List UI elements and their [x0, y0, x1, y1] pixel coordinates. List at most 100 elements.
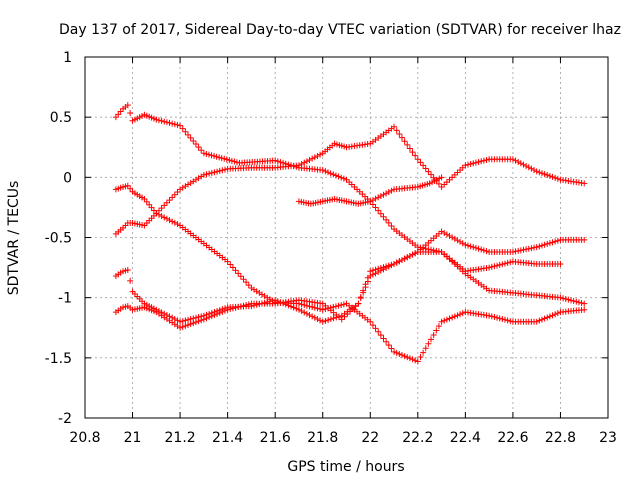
- data-point: [515, 158, 522, 165]
- data-point: [317, 306, 324, 313]
- data-point: [383, 216, 390, 223]
- data-point: [306, 156, 313, 163]
- data-point: [177, 324, 184, 331]
- data-point: [507, 318, 514, 325]
- data-point: [155, 207, 162, 214]
- data-point: [375, 328, 382, 335]
- data-point: [441, 229, 448, 236]
- data-point: [344, 311, 351, 318]
- data-point: [525, 164, 532, 171]
- data-point: [355, 300, 362, 307]
- data-point: [491, 263, 498, 270]
- data-point: [462, 241, 469, 248]
- data-point: [507, 259, 514, 266]
- data-point: [533, 244, 540, 251]
- data-point: [465, 161, 472, 168]
- data-point: [401, 353, 408, 360]
- y-tick-label: -1.5: [45, 351, 72, 367]
- data-point: [341, 313, 348, 320]
- data-point: [546, 240, 553, 247]
- data-point: [544, 172, 551, 179]
- data-point: [538, 316, 545, 323]
- y-tick-label: 1: [63, 50, 72, 66]
- data-point: [488, 313, 495, 320]
- data-point: [420, 349, 427, 356]
- data-point: [454, 237, 461, 244]
- data-point: [221, 307, 228, 314]
- data-point: [544, 314, 551, 321]
- data-point: [216, 154, 223, 161]
- data-point: [549, 239, 556, 246]
- data-point: [393, 127, 400, 134]
- data-point: [480, 157, 487, 164]
- data-point: [486, 264, 493, 271]
- data-point: [446, 232, 453, 239]
- data-point: [124, 102, 131, 109]
- data-point: [317, 151, 324, 158]
- data-point: [494, 314, 501, 321]
- series-track-2: [112, 182, 588, 365]
- data-point: [541, 315, 548, 322]
- data-point: [367, 268, 374, 275]
- data-point: [311, 314, 318, 321]
- data-point: [501, 316, 508, 323]
- data-point: [552, 311, 559, 318]
- data-point: [501, 260, 508, 267]
- data-point: [385, 219, 392, 226]
- data-point: [214, 168, 221, 175]
- data-point: [504, 259, 511, 266]
- data-point: [457, 311, 464, 318]
- data-point: [231, 158, 238, 165]
- data-point: [233, 159, 240, 166]
- data-point: [491, 314, 498, 321]
- data-point: [235, 304, 242, 311]
- data-point: [581, 306, 588, 313]
- data-point: [229, 264, 236, 271]
- data-point: [288, 303, 295, 310]
- data-point: [451, 313, 458, 320]
- data-point: [330, 171, 337, 178]
- data-point: [549, 312, 556, 319]
- data-point: [398, 134, 405, 141]
- data-point: [383, 338, 390, 345]
- data-point: [475, 245, 482, 252]
- x-tick-label: 22.8: [545, 430, 576, 446]
- data-point: [340, 175, 347, 182]
- data-point: [467, 160, 474, 167]
- data-point: [298, 308, 305, 315]
- data-point: [124, 266, 131, 273]
- data-point: [227, 261, 234, 268]
- data-point: [388, 261, 395, 268]
- data-point: [226, 157, 233, 164]
- data-point: [163, 119, 170, 126]
- data-point: [552, 174, 559, 181]
- data-point: [499, 261, 506, 268]
- data-point: [404, 354, 411, 361]
- data-point: [208, 152, 215, 159]
- data-point: [512, 248, 519, 255]
- plot-frame: [84, 56, 609, 419]
- data-point: [409, 356, 416, 363]
- x-tick-label: 22: [361, 430, 379, 446]
- data-point: [349, 305, 356, 312]
- data-point: [219, 167, 226, 174]
- x-tick-label: 22.6: [497, 430, 528, 446]
- data-point: [412, 250, 419, 257]
- data-point: [216, 167, 223, 174]
- data-point: [319, 167, 326, 174]
- data-point: [171, 219, 178, 226]
- data-point: [557, 260, 564, 267]
- data-point: [541, 171, 548, 178]
- x-tick-label: 20.8: [69, 430, 100, 446]
- data-point: [552, 238, 559, 245]
- data-point: [496, 315, 503, 322]
- data-point: [211, 312, 218, 319]
- x-tick-label: 22.4: [450, 430, 481, 446]
- data-point: [541, 241, 548, 248]
- data-point: [375, 207, 382, 214]
- data-point: [465, 242, 472, 249]
- data-point: [325, 317, 332, 324]
- data-point: [311, 304, 318, 311]
- data-point: [206, 314, 213, 321]
- data-point: [459, 240, 466, 247]
